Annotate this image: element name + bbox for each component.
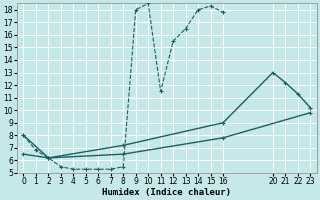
X-axis label: Humidex (Indice chaleur): Humidex (Indice chaleur) [102,188,231,197]
